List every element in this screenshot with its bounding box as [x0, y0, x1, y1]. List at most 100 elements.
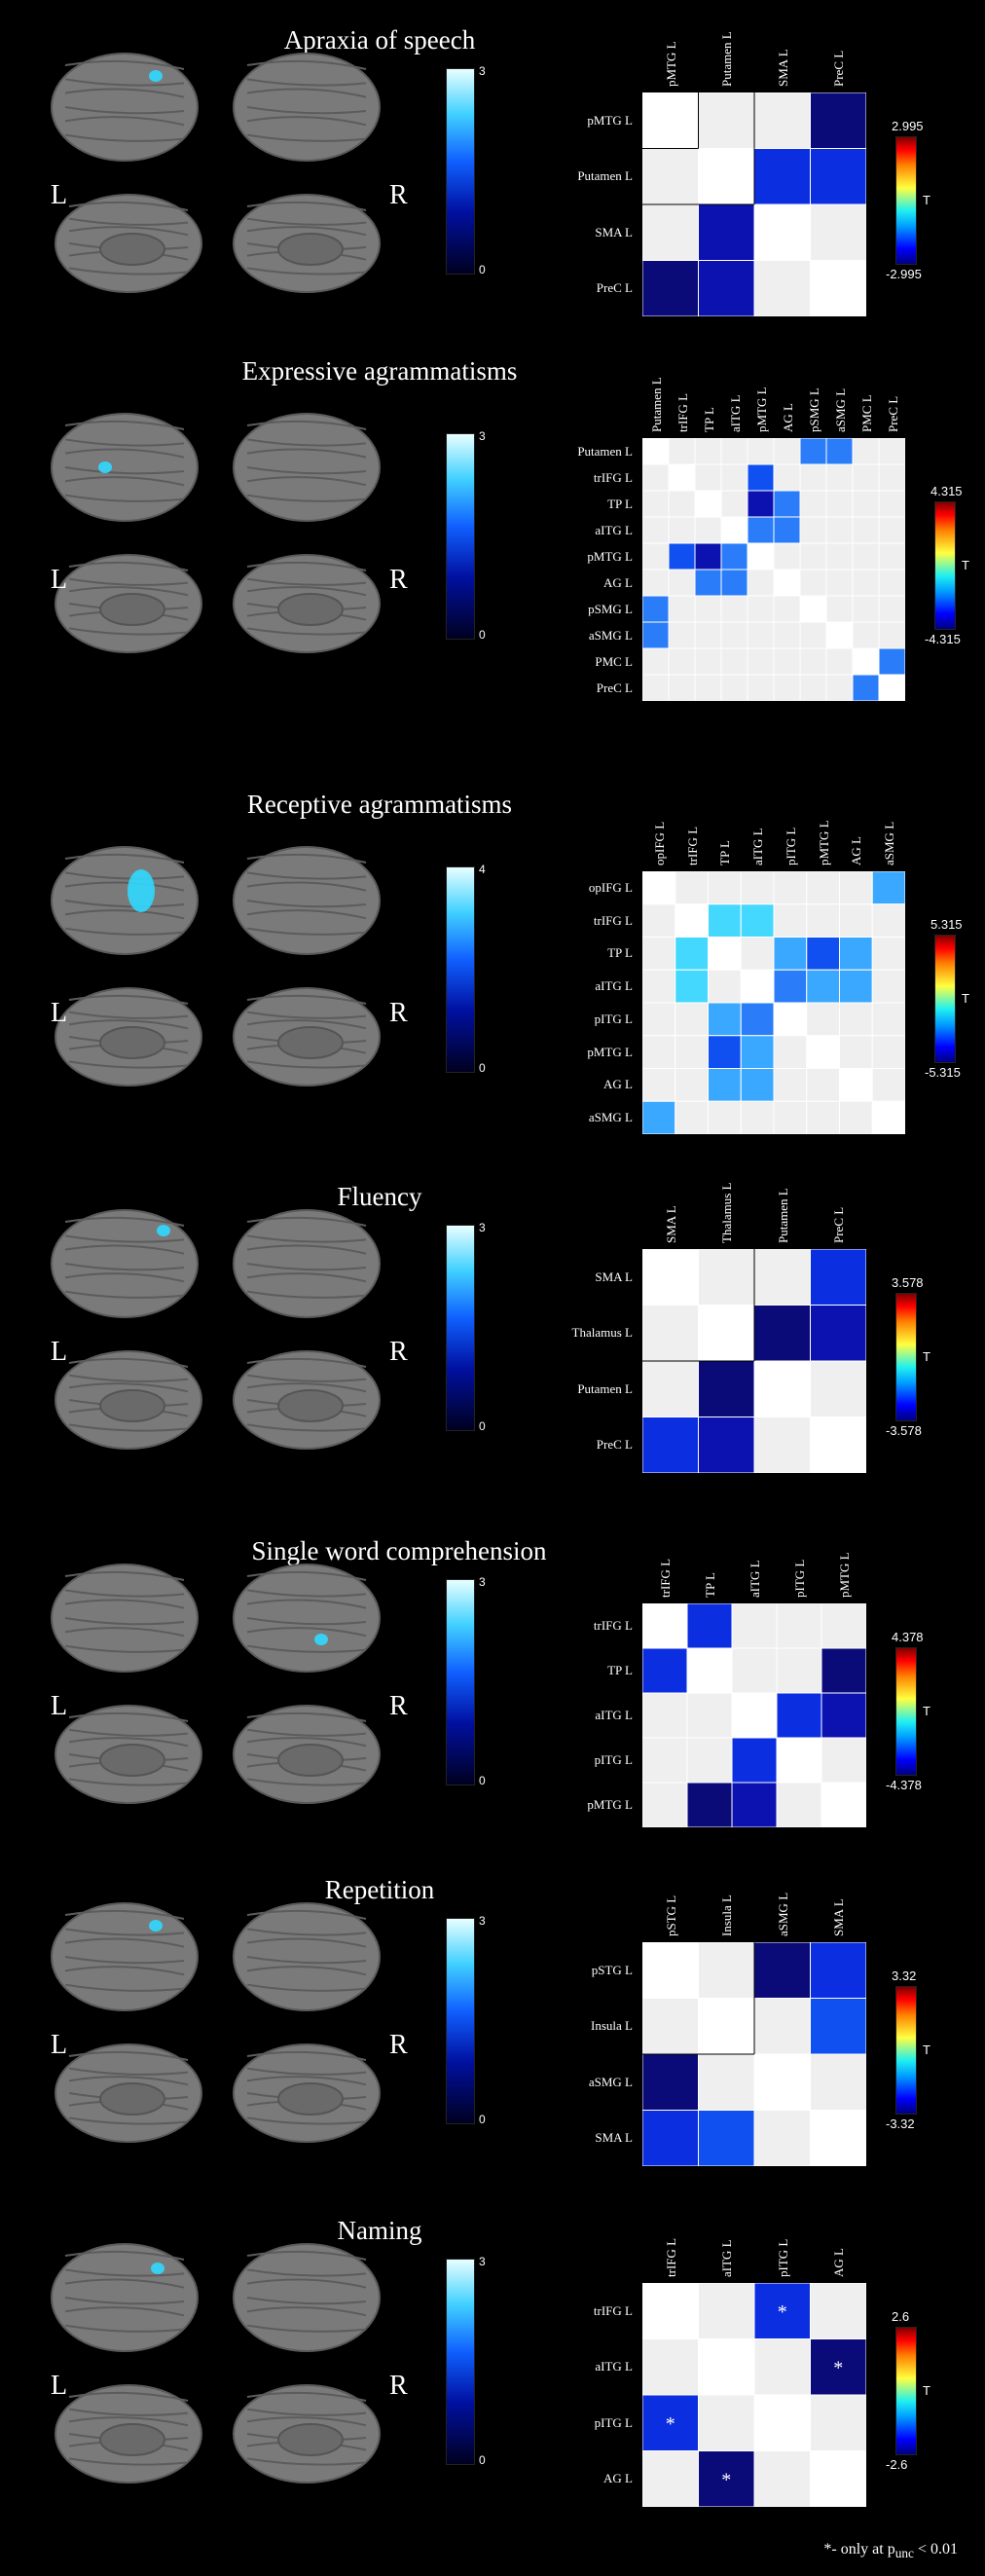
matrix-cell	[871, 1002, 905, 1037]
matrix-row-label: SMA L	[595, 224, 633, 239]
matrix-cell	[821, 1782, 866, 1827]
matrix-svg: * * * *	[642, 2283, 866, 2507]
matrix-column-label: opIFG L	[651, 821, 667, 865]
matrix-cell	[694, 542, 722, 570]
t-min-label: -4.315	[925, 632, 961, 646]
matrix-cell	[825, 647, 854, 676]
matrix-cell	[747, 542, 775, 570]
matrix-cell	[698, 2110, 755, 2166]
activation-blob	[98, 461, 112, 473]
activation-blob	[149, 70, 163, 82]
matrix-cell	[740, 871, 775, 905]
matrix-cell	[810, 2450, 866, 2507]
matrix-column-label: AG L	[831, 2248, 847, 2277]
hemisphere-label-right: R	[389, 2371, 408, 2401]
right-medial-brain	[233, 1705, 381, 1804]
matrix-cell	[698, 1249, 755, 1306]
activation-colorbar	[446, 1225, 475, 1431]
matrix-cell	[825, 463, 854, 492]
matrix-column-label: Thalamus L	[719, 1182, 735, 1243]
t-min-label: -2.995	[886, 267, 922, 281]
matrix-cell	[642, 1998, 699, 2055]
matrix-cell	[720, 463, 748, 492]
colorbar-max-label: 3	[479, 1221, 486, 1234]
matrix-column-label: SMA L	[831, 1898, 847, 1936]
matrix-row-label: pITG L	[594, 1011, 633, 1026]
t-colorbar	[895, 136, 917, 265]
brain-surface-views	[51, 2243, 381, 2484]
matrix-cell	[642, 647, 670, 676]
matrix-cell	[720, 674, 748, 701]
right-lateral-brain	[233, 53, 381, 162]
matrix-cell	[740, 969, 775, 1004]
brain-surface-views	[51, 1902, 381, 2143]
matrix-svg	[642, 1942, 866, 2166]
matrix-cell	[642, 1603, 688, 1649]
matrix-cell	[698, 1360, 755, 1417]
matrix-row-label: SMA L	[595, 2130, 633, 2146]
activation-colorbar	[446, 1918, 475, 2124]
matrix-cell	[675, 1100, 709, 1134]
matrix-cell	[871, 937, 905, 971]
matrix-cell	[642, 148, 699, 205]
matrix-cell	[852, 438, 880, 465]
activation-colorbar	[446, 1579, 475, 1785]
colorbar-min-label: 0	[479, 2113, 486, 2126]
matrix-cell	[753, 2450, 811, 2507]
matrix-row-label: PreC L	[596, 280, 633, 296]
left-lateral-brain	[51, 846, 199, 955]
matrix-cell	[878, 647, 905, 676]
matrix-cell	[675, 871, 709, 905]
matrix-cell	[839, 903, 873, 938]
matrix-cell	[871, 871, 905, 905]
matrix-row-label: trIFG L	[593, 912, 633, 928]
matrix-row-label: pMTG L	[587, 1797, 633, 1812]
matrix-cell	[753, 148, 811, 205]
t-max-label: 4.315	[930, 484, 963, 498]
matrix-svg	[642, 871, 905, 1134]
matrix-cell	[642, 1249, 699, 1306]
matrix-cell	[686, 1737, 733, 1784]
matrix-column-label: aITG L	[748, 1560, 762, 1598]
matrix-cell	[731, 1692, 778, 1739]
t-axis-label: T	[923, 2042, 930, 2057]
connectivity-matrix	[642, 1603, 866, 1827]
matrix-cell	[825, 542, 854, 570]
matrix-cell	[694, 463, 722, 492]
brain-surface-views	[51, 846, 381, 1086]
matrix-cell	[731, 1603, 778, 1649]
t-max-label: 5.315	[930, 917, 963, 932]
matrix-cell	[747, 595, 775, 623]
matrix-cell	[878, 542, 905, 570]
matrix-cell	[698, 2338, 755, 2396]
matrix-cell	[878, 674, 905, 701]
t-axis-label: T	[962, 991, 969, 1006]
matrix-cell	[753, 2338, 811, 2396]
matrix-cell	[810, 2394, 866, 2451]
matrix-row-label: pITG L	[594, 2414, 633, 2430]
matrix-cell	[740, 1068, 775, 1102]
matrix-cell	[668, 438, 696, 465]
activation-blob	[149, 1920, 163, 1932]
matrix-cell	[698, 1417, 755, 1473]
matrix-cell	[810, 2338, 866, 2396]
t-min-label: -3.578	[886, 1423, 922, 1438]
matrix-cell	[731, 1737, 778, 1784]
matrix-cell	[753, 2394, 811, 2451]
matrix-cell	[871, 903, 905, 938]
t-colorbar	[895, 1293, 917, 1421]
matrix-cell	[694, 595, 722, 623]
t-colorbar	[934, 935, 956, 1063]
matrix-cell	[773, 1100, 808, 1134]
matrix-cell	[776, 1737, 822, 1784]
matrix-cell	[810, 2283, 866, 2339]
matrix-cell	[839, 1035, 873, 1069]
matrix-cell	[773, 595, 801, 623]
matrix-cell	[642, 621, 670, 649]
left-lateral-brain	[51, 1209, 199, 1318]
matrix-cell	[747, 516, 775, 544]
matrix-cell	[810, 1998, 866, 2055]
matrix-row-label: aITG L	[595, 978, 633, 994]
matrix-cell	[799, 569, 827, 597]
matrix-cell	[642, 2110, 699, 2166]
